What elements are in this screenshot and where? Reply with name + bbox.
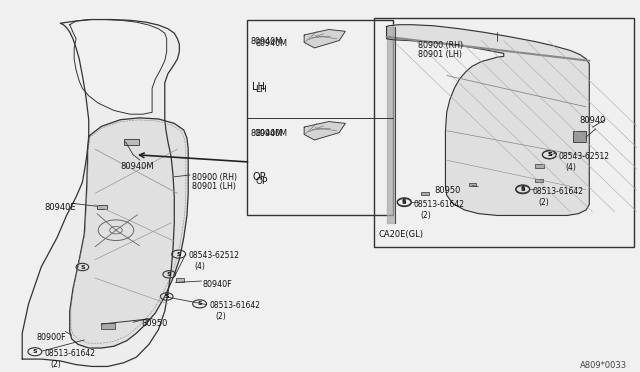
Text: 08543-62512: 08543-62512 (559, 152, 610, 161)
Bar (374, 19, 634, 247)
Text: 80900 (RH): 80900 (RH) (192, 173, 237, 182)
Text: 08513-61642: 08513-61642 (414, 200, 465, 209)
Text: S: S (402, 200, 406, 205)
Text: 80901 (LH): 80901 (LH) (192, 182, 236, 191)
Text: (2): (2) (420, 211, 431, 220)
Polygon shape (70, 20, 166, 114)
Text: 80940F: 80940F (203, 280, 232, 289)
Bar (97, 205, 107, 209)
Text: (2): (2) (216, 312, 226, 321)
Text: 80940E: 80940E (44, 203, 76, 212)
Polygon shape (304, 122, 346, 140)
Polygon shape (304, 29, 346, 48)
Bar (536, 179, 543, 182)
Text: OP: OP (252, 172, 266, 182)
Text: S: S (197, 301, 202, 307)
Text: (4): (4) (195, 262, 205, 271)
Text: 80940M: 80940M (250, 129, 282, 138)
Text: (4): (4) (565, 163, 576, 172)
Text: 08513-61642: 08513-61642 (209, 301, 260, 310)
Text: (2): (2) (539, 198, 549, 207)
Text: S: S (33, 349, 37, 354)
Text: 80940M: 80940M (120, 162, 154, 171)
Text: 08543-62512: 08543-62512 (188, 251, 239, 260)
Text: S: S (547, 152, 552, 157)
Bar (101, 323, 115, 328)
Text: 80901 (LH): 80901 (LH) (418, 50, 462, 59)
Polygon shape (70, 118, 188, 348)
Polygon shape (22, 20, 179, 366)
Text: S: S (547, 152, 552, 157)
Polygon shape (387, 25, 589, 215)
Text: A809*0033: A809*0033 (580, 361, 627, 370)
Bar (421, 192, 429, 195)
Text: S: S (520, 187, 525, 192)
Text: 08513-61642: 08513-61642 (532, 187, 583, 196)
Bar (124, 139, 139, 145)
Text: 80940M: 80940M (255, 129, 287, 138)
Text: 80940M: 80940M (255, 39, 287, 48)
Bar (536, 164, 544, 167)
Text: LH: LH (255, 85, 267, 94)
Text: 80940: 80940 (580, 116, 606, 125)
Text: 08513-61642: 08513-61642 (44, 349, 95, 358)
Bar (247, 20, 393, 215)
Bar (469, 183, 477, 186)
Text: S: S (80, 264, 84, 270)
Text: 80940M: 80940M (250, 37, 282, 46)
Text: 80950: 80950 (141, 318, 168, 328)
Text: OP: OP (255, 177, 268, 186)
Text: S: S (164, 294, 169, 299)
Text: LH: LH (252, 82, 265, 92)
Text: 80900 (RH): 80900 (RH) (418, 41, 463, 49)
Polygon shape (387, 27, 395, 223)
Text: S: S (520, 186, 525, 192)
Bar (175, 278, 184, 282)
Text: S: S (167, 272, 172, 277)
Text: S: S (402, 199, 406, 204)
Bar (573, 131, 586, 142)
Text: 80950: 80950 (434, 186, 460, 195)
Text: S: S (177, 251, 181, 257)
Text: 80900F: 80900F (36, 333, 66, 342)
Text: CA20E(GL): CA20E(GL) (378, 230, 423, 239)
Text: (2): (2) (51, 360, 61, 369)
